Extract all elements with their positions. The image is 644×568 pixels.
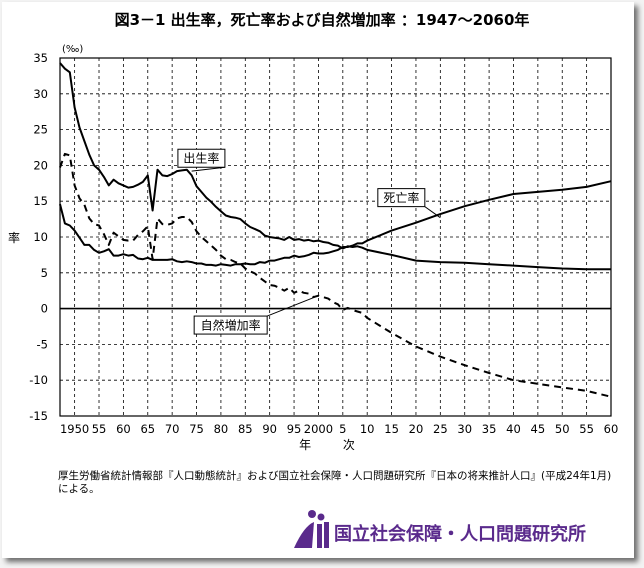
x-tick-label: 40 [506, 422, 521, 436]
x-tick-label: 65 [140, 422, 155, 436]
x-tick-label: 15 [384, 422, 399, 436]
x-tick-label: 10 [360, 422, 375, 436]
y-axis-label: 率 [8, 230, 20, 245]
institute-logo-icon [294, 510, 329, 548]
y-tick-label: -15 [29, 409, 48, 423]
x-tick-label: 35 [482, 422, 497, 436]
x-tick-label: 2000 [304, 422, 333, 436]
tick-labels: 1950 55 60 65 70 75 80 85 90 95 2000 5 10 15 20 25 30 35 4… [8, 44, 618, 452]
annotation-box [377, 188, 426, 208]
y-tick-label: 20 [33, 158, 48, 172]
institute-logo-text: 国立社会保障・人口問題研究所 [334, 524, 586, 545]
institute-logo: 国立社会保障・人口問題研究所 [290, 508, 610, 552]
x-tick-label: 55 [92, 422, 107, 436]
annotation-leader-line [424, 206, 441, 219]
series-line-2 [59, 152, 612, 398]
annotation-label: 出生率 [183, 151, 219, 166]
x-tick-label: 80 [214, 422, 229, 436]
plot-border [59, 57, 612, 417]
y-tick-label: 5 [41, 266, 48, 280]
x-tick-label: 75 [189, 422, 204, 436]
annotation-box [177, 148, 226, 168]
x-tick-label: 85 [238, 422, 253, 436]
annotation-label: 自然増加率 [201, 318, 261, 333]
x-tick-label: 1950 [60, 422, 89, 436]
y-tick-label: -10 [29, 373, 48, 387]
x-tick-label: 30 [457, 422, 472, 436]
y-tick-label: 35 [33, 51, 48, 65]
annotation-leader-line [191, 166, 225, 172]
x-tick-label: 60 [604, 422, 619, 436]
series-line-0 [59, 62, 611, 271]
x-tick-label: 55 [579, 422, 594, 436]
x-tick-label: 60 [116, 422, 131, 436]
y-tick-label: -5 [37, 337, 48, 351]
source-note: 厚生労働省統計情報部『人口動態統計』および国立社会保障・人口問題研究所『日本の将… [58, 470, 612, 495]
x-tick-label: 70 [165, 422, 180, 436]
x-tick-label: 20 [409, 422, 424, 436]
x-axis-label: 年 次 [299, 438, 369, 452]
y-tick-label: 15 [33, 194, 48, 208]
series-lines [59, 62, 612, 398]
axes [59, 57, 612, 417]
annotation-box [193, 315, 268, 335]
series-line-1 [59, 180, 612, 267]
y-tick-label: 30 [33, 87, 48, 101]
x-tick-label: 50 [555, 422, 570, 436]
y-unit-label: (‰) [62, 44, 83, 55]
annotation-leader-line [266, 295, 319, 317]
figure-title: 図3－1 出生率，死亡率および自然増加率 ：1947～2060年 [114, 11, 530, 29]
figure-frame [2, 2, 634, 558]
y-tick-label: 0 [41, 302, 48, 316]
y-tick-label: 25 [33, 123, 48, 137]
grid [60, 57, 612, 417]
x-tick-label: 45 [531, 422, 546, 436]
x-tick-label: 5 [339, 422, 346, 436]
y-tick-label: 10 [33, 230, 48, 244]
x-tick-label: 25 [433, 422, 448, 436]
x-tick-label: 90 [262, 422, 277, 436]
annotation-label: 死亡率 [383, 190, 419, 205]
x-tick-label: 95 [287, 422, 302, 436]
